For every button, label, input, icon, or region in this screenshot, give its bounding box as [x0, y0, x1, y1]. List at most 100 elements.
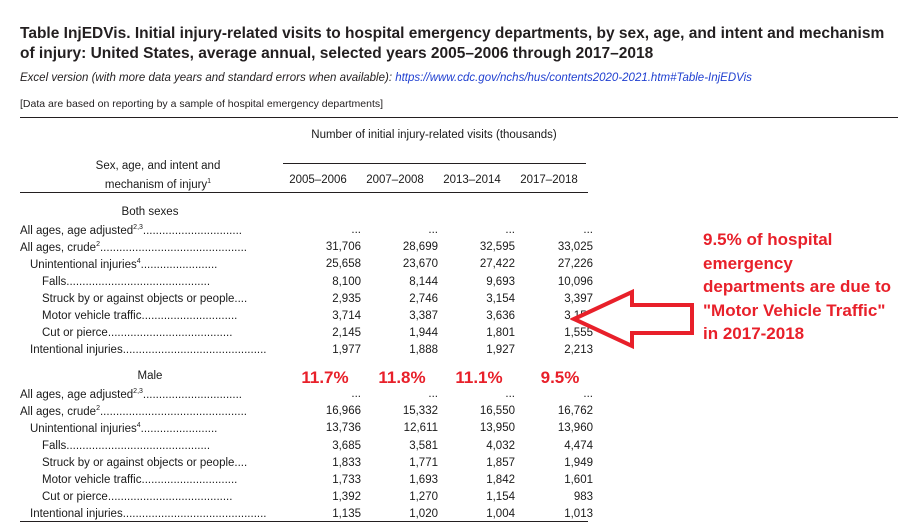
row-label-text: Unintentional injuries [30, 423, 137, 436]
cell-value: 32,595 [479, 241, 515, 254]
dot-leader: ....................................... [107, 327, 233, 340]
dot-leader: ........................ [140, 259, 218, 272]
table-row: Falls...................................… [20, 275, 593, 293]
row-label-text: Motor vehicle traffic [42, 310, 142, 322]
cell-value: 1,801 [486, 327, 515, 340]
stub-header: Sex, age, and intent and mechanism of in… [20, 159, 296, 193]
cell-value: ... [505, 224, 515, 236]
cell-value: 4,032 [486, 439, 515, 452]
row-label: Cut or pierce...........................… [42, 491, 278, 503]
row-label: Falls...................................… [42, 440, 278, 452]
percent-annotation-4: 9.5% [540, 368, 580, 387]
dot-leader: ........................................… [99, 242, 247, 255]
cell-value: 4,474 [564, 439, 593, 452]
row-label-text: Struck by or against objects or people [42, 456, 235, 469]
table-row: Struck by or against objects or people..… [20, 292, 593, 310]
cell-value: 1,842 [486, 474, 515, 486]
footnote-marker: 2 [96, 405, 100, 413]
cell-value: ... [583, 224, 593, 236]
cell-value: 1,733 [332, 474, 361, 486]
row-label: Motor vehicle traffic...................… [42, 474, 278, 486]
dot-leader: ........................................… [99, 406, 247, 419]
cell-value: 1,857 [486, 456, 515, 469]
cell-value: 16,550 [479, 405, 515, 418]
cell-value: ... [428, 224, 438, 236]
table-row: Cut or pierce...........................… [20, 327, 593, 344]
excel-version-line: Excel version (with more data years and … [20, 72, 752, 84]
cell-value: 1,944 [409, 327, 438, 340]
row-label-text: Falls [42, 439, 67, 452]
cell-value: 3,636 [486, 310, 515, 322]
year-header-2: 2007–2008 [366, 174, 424, 186]
column-group-rule [283, 163, 586, 164]
cell-value: ... [583, 388, 593, 400]
cell-value: 1,020 [409, 508, 438, 521]
cell-value: 25,658 [325, 258, 361, 271]
cell-value: 8,100 [332, 275, 361, 288]
cell-value: 1,949 [564, 456, 593, 469]
row-label: All ages, age adjusted2,3...............… [20, 224, 278, 237]
row-label-text: Cut or pierce [42, 327, 108, 340]
cell-value: 31,706 [325, 241, 361, 254]
footnote-marker: 4 [136, 422, 141, 430]
cell-value: 3,397 [564, 292, 593, 305]
row-label: Unintentional injuries4.................… [30, 258, 278, 271]
footnote-marker: 2 [96, 241, 100, 249]
row-label: All ages, age adjusted2,3...............… [20, 388, 278, 401]
dot-leader: ........................................… [66, 439, 211, 452]
table-row: All ages, crude2........................… [20, 405, 593, 422]
table-row: Falls...................................… [20, 439, 593, 457]
stub-header-footnote: 1 [207, 178, 212, 185]
cell-value: 3,581 [409, 439, 438, 452]
row-label-text: All ages, crude [20, 242, 97, 255]
cell-value: 1,927 [486, 344, 515, 357]
table-row: Struck by or against objects or people..… [20, 456, 593, 474]
dot-leader: .............................. [141, 310, 238, 322]
cell-value: 1,833 [332, 456, 361, 469]
table-row: Unintentional injuries4.................… [20, 422, 593, 439]
table-row: Motor vehicle traffic...................… [20, 474, 593, 491]
row-label: Cut or pierce...........................… [42, 327, 278, 339]
dot-leader: .............................. [141, 474, 238, 486]
dot-leader: ........................ [140, 423, 218, 436]
cell-value: ... [428, 388, 438, 400]
cell-value: 16,762 [557, 405, 593, 418]
top-rule [20, 117, 898, 118]
cell-value: 1,392 [332, 491, 361, 504]
cell-value: 1,693 [409, 474, 438, 486]
excel-link[interactable]: https://www.cdc.gov/nchs/hus/contents202… [395, 72, 752, 84]
table-row: Unintentional injuries4.................… [20, 258, 593, 275]
row-label-text: Motor vehicle traffic [42, 474, 142, 486]
cell-value: 8,144 [409, 275, 438, 288]
footnote-marker: 4 [136, 258, 141, 266]
row-label-text: Struck by or against objects or people [42, 292, 235, 305]
cell-value: 13,736 [325, 422, 361, 435]
cell-value: 27,226 [557, 258, 593, 271]
cell-value: 33,025 [557, 241, 593, 254]
dot-leader: ........................................… [66, 275, 211, 288]
row-label: All ages, crude2........................… [20, 241, 278, 254]
table-row: Motor vehicle traffic...................… [20, 310, 593, 327]
year-header-3: 2013–2014 [443, 174, 501, 186]
row-label-text: Intentional injuries [30, 344, 123, 357]
dot-leader: ............................... [142, 224, 242, 237]
section-title: Both sexes [121, 206, 179, 218]
percent-annotation-3: 11.1% [455, 368, 503, 387]
cell-value: 1,555 [564, 327, 593, 340]
cell-value: 1,771 [409, 456, 438, 469]
row-label: Struck by or against objects or people..… [42, 293, 278, 305]
cell-value: 1,135 [332, 508, 361, 521]
cell-value: 1,601 [564, 474, 593, 486]
cell-value: 23,670 [402, 258, 438, 271]
header-rule [20, 192, 588, 193]
cell-value: 15,332 [402, 405, 438, 418]
dot-leader: .... [234, 292, 248, 305]
stub-header-line1: Sex, age, and intent and [95, 160, 221, 172]
cell-value: 3,714 [332, 310, 361, 322]
cell-value: 3,154 [486, 292, 515, 305]
bottom-rule [20, 521, 588, 522]
row-label-text: All ages, age adjusted [20, 388, 134, 401]
cell-value: 1,004 [486, 508, 515, 521]
cell-value: 13,960 [557, 422, 593, 435]
cell-value: 13,950 [479, 422, 515, 435]
